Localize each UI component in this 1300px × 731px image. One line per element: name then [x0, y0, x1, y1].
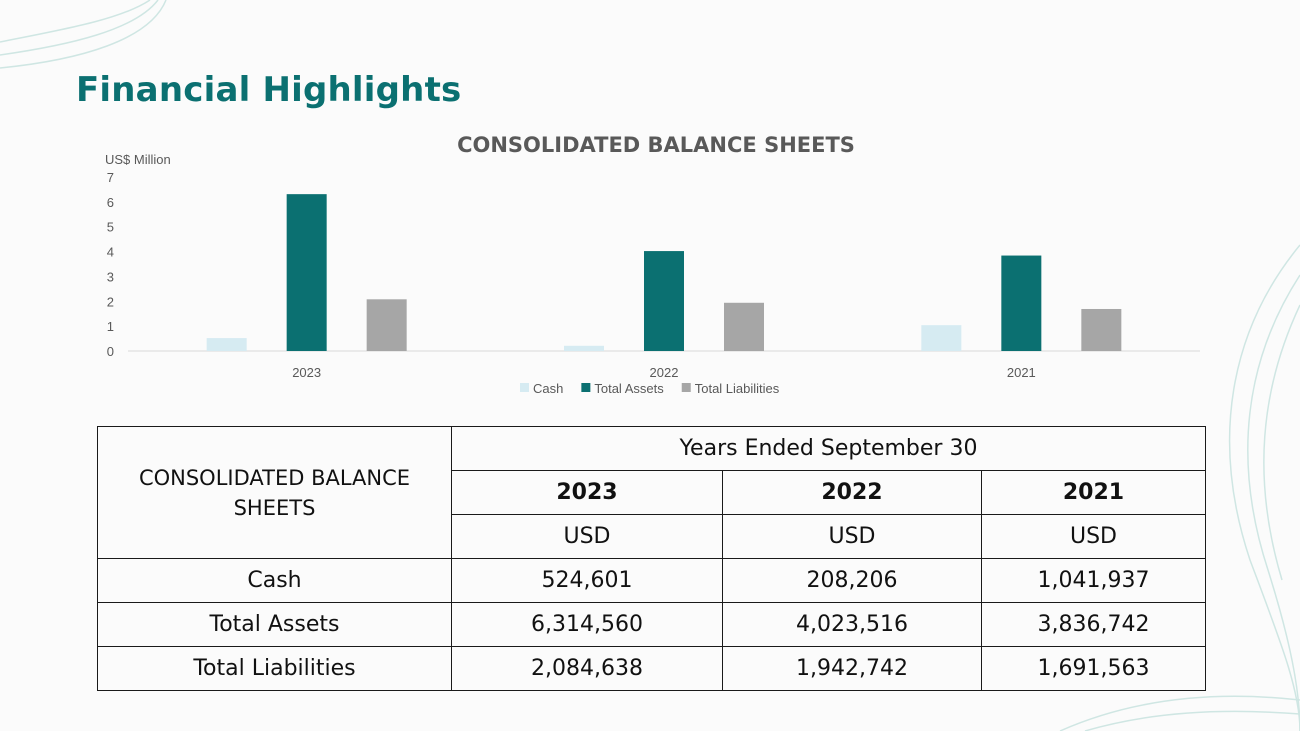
bar-total-assets-2023 — [286, 194, 327, 351]
value-cell: 208,206 — [722, 558, 982, 603]
year-cell: 2023 — [451, 470, 723, 515]
y-tick-label: 1 — [107, 319, 114, 334]
currency-row: USD USD USD — [98, 514, 1206, 559]
legend-label: Total Liabilities — [695, 381, 780, 396]
table-row: Total Liabilities 2,084,638 1,942,742 1,… — [97, 646, 1206, 691]
legend-label: Total Assets — [594, 381, 664, 396]
value-cell: 1,041,937 — [981, 558, 1206, 603]
row-label: Cash — [97, 558, 452, 603]
table-header-row: CONSOLIDATED BALANCE SHEETS Years Ended … — [97, 426, 1206, 559]
period-header: Years Ended September 30 — [451, 426, 1206, 471]
legend-swatch — [581, 383, 591, 392]
value-cell: 2,084,638 — [451, 646, 723, 691]
value-cell: 524,601 — [451, 558, 723, 603]
x-tick-label: 2022 — [650, 365, 679, 380]
row-label: Total Assets — [97, 602, 452, 647]
year-cell: 2022 — [722, 470, 982, 515]
legend-item: Total Liabilities — [681, 381, 780, 396]
bar-total-assets-2021 — [1001, 255, 1042, 351]
x-tick-label: 2023 — [292, 365, 321, 380]
value-cell: 3,836,742 — [981, 602, 1206, 647]
year-cell: 2021 — [981, 470, 1206, 515]
table-row-header: CONSOLIDATED BALANCE SHEETS — [97, 426, 452, 559]
table-row: Total Assets 6,314,560 4,023,516 3,836,7… — [97, 602, 1206, 647]
y-tick-label: 0 — [107, 344, 114, 359]
chart-title: CONSOLIDATED BALANCE SHEETS — [457, 133, 855, 157]
currency-cell: USD — [981, 514, 1206, 559]
balance-sheet-table: CONSOLIDATED BALANCE SHEETS Years Ended … — [97, 426, 1206, 691]
bar-cash-2021 — [921, 325, 962, 351]
legend-swatch — [520, 383, 529, 392]
legend-item: Total Assets — [581, 381, 664, 396]
legend-label: Cash — [533, 381, 563, 396]
currency-cell: USD — [451, 514, 723, 559]
legend-swatch — [681, 383, 691, 392]
x-tick-label: 2021 — [1007, 365, 1036, 380]
y-axis-label: US$ Million — [105, 152, 171, 167]
bar-cash-2022 — [564, 345, 604, 351]
value-cell: 4,023,516 — [722, 602, 982, 647]
currency-cell: USD — [722, 514, 982, 559]
year-row: 2023 2022 2021 — [98, 470, 1206, 515]
table-row: Cash 524,601 208,206 1,041,937 — [97, 558, 1206, 603]
y-tick-label: 5 — [107, 220, 114, 235]
balance-sheet-chart: CONSOLIDATED BALANCE SHEETS US$ Million … — [105, 133, 1200, 396]
legend-item: Cash — [520, 381, 563, 396]
y-tick-label: 7 — [107, 170, 114, 185]
bar-cash-2023 — [206, 338, 247, 351]
row-label: Total Liabilities — [97, 646, 452, 691]
value-cell: 1,942,742 — [722, 646, 982, 691]
y-tick-label: 3 — [107, 269, 114, 284]
y-tick-label: 6 — [107, 195, 114, 210]
y-tick-label: 4 — [107, 245, 114, 260]
bar-total-liabilities-2023 — [366, 299, 407, 351]
value-cell: 6,314,560 — [451, 602, 723, 647]
bar-total-liabilities-2021 — [1081, 308, 1122, 351]
page-title: Financial Highlights — [76, 70, 462, 110]
bar-total-liabilities-2022 — [724, 302, 764, 351]
value-cell: 1,691,563 — [981, 646, 1206, 691]
bar-total-assets-2022 — [644, 251, 684, 351]
y-tick-label: 2 — [107, 294, 114, 309]
